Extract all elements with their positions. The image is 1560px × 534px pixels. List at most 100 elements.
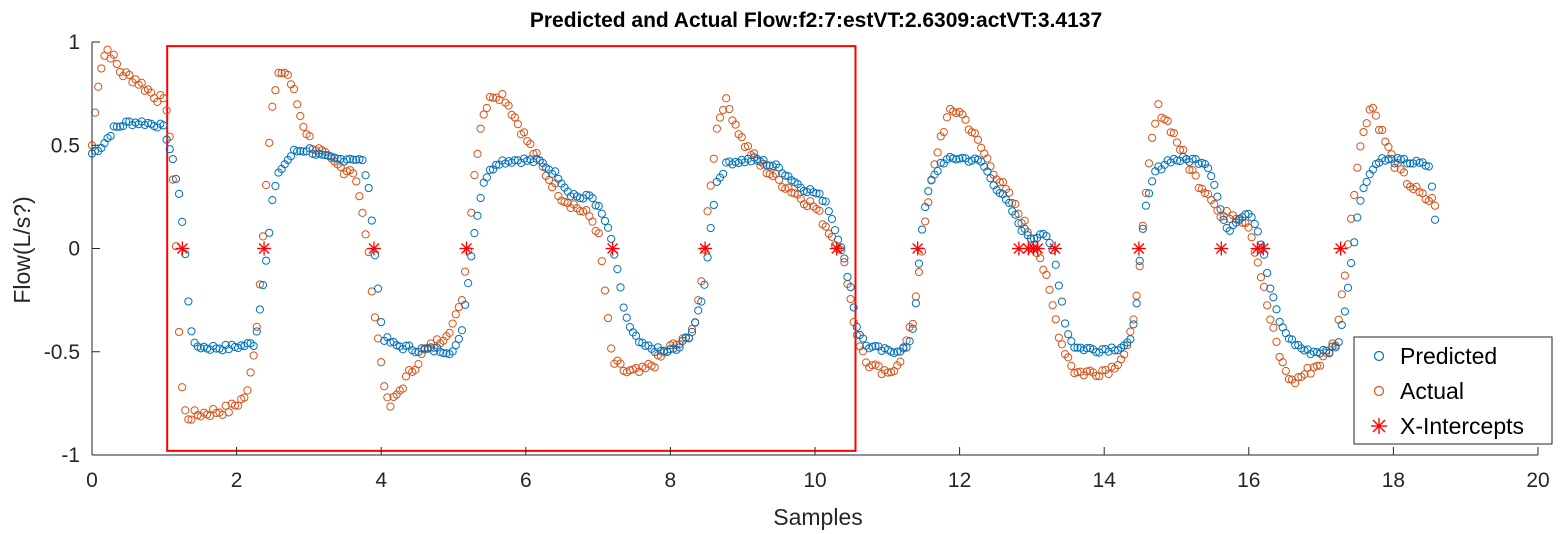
predicted-point [1172,156,1182,165]
predicted-point [308,149,317,158]
actual-point [1067,361,1076,370]
predicted-point [1051,260,1060,269]
actual-point [532,148,541,158]
predicted-point [824,207,833,216]
actual-point [1247,233,1256,242]
predicted-point [656,346,666,355]
predicted-point [485,165,495,174]
actual-point [377,358,386,367]
predicted-point [607,234,616,244]
actual-point [1104,369,1113,379]
actual-point [942,113,952,122]
actual-point [386,402,395,411]
actual-point [352,177,361,186]
predicted-point [1188,154,1197,163]
actual-point [380,382,389,391]
actual-point [1045,285,1054,294]
predicted-point [261,256,271,265]
actual-point [1176,145,1185,155]
predicted-point [1263,268,1272,278]
predicted-point [171,174,181,184]
predicted-point [551,167,560,176]
actual-point [401,372,411,381]
predicted-point [849,303,858,312]
predicted-point [1356,196,1365,205]
actual-point [650,363,659,372]
actual-point [1374,125,1384,135]
predicted-point [411,348,420,357]
predicted-point [345,154,355,163]
actual-point [1256,273,1266,282]
actual-point [737,133,746,142]
actual-point [94,82,103,91]
actual-point [1144,159,1154,168]
predicted-point [296,146,305,156]
predicted-point [1060,319,1070,328]
actual-point [815,206,824,215]
actual-point [1300,370,1309,379]
actual-point [1284,374,1294,384]
predicted-point [635,338,644,347]
predicted-point [781,171,790,180]
actual-point [1362,119,1371,128]
predicted-point [1272,305,1281,314]
predicted-point [815,189,824,198]
actual-point [174,327,184,337]
actual-point [1185,165,1194,174]
actual-point [277,69,286,78]
actual-point [504,101,513,110]
predicted-point [1029,234,1039,243]
actual-point [719,105,728,115]
ticks: 0 2 4 6 8 10 12 14 16 18 20 1 0.5 0 -0.5 -1 [44,31,1550,492]
predicted-point [840,254,849,263]
actual-point [930,160,939,169]
predicted-point [1064,330,1073,339]
actual-point [429,343,439,352]
chart-title: Predicted and Actual Flow:f2:7:estVT:2.6… [530,9,1102,32]
predicted-point [252,327,261,336]
predicted-point [917,225,927,234]
actual-point [908,319,917,329]
predicted-point [1247,213,1256,222]
actual-point [1244,223,1253,232]
actual-point [349,169,358,178]
legend-intercepts-label: X-Intercepts [1400,413,1524,439]
actual-point [1042,270,1051,279]
predicted-point [1291,340,1300,350]
predicted-point [439,349,448,358]
actual-point [1312,361,1322,371]
predicted-point [342,155,352,164]
actual-point [230,401,240,410]
predicted-point [174,189,184,198]
actual-point [1253,258,1262,267]
predicted-point [1269,293,1278,302]
actual-point [1368,103,1377,112]
predicted-point [1005,198,1014,208]
predicted-point [355,155,364,164]
actual-point [414,359,423,369]
predicted-point [417,344,426,353]
predicted-point [631,331,641,340]
predicted-point [1266,284,1275,293]
actual-point [358,208,367,217]
predicted-point [451,341,460,350]
actual-point [398,384,407,393]
y-tick-label: -1 [61,444,80,467]
predicted-point [165,145,174,154]
predicted-point [1353,213,1362,222]
actual-point [840,258,849,267]
predicted-point [293,147,302,156]
predicted-point [597,209,606,218]
predicted-point [271,181,280,191]
predicted-point [582,190,591,199]
predicted-point [955,154,964,163]
legend-intercepts-marker [1371,418,1387,434]
actual-point [370,313,380,322]
y-tick-label: 1 [68,31,80,54]
predicted-point [181,249,190,259]
actual-point [603,313,613,323]
actual-point [998,177,1008,187]
actual-point [243,386,252,395]
actual-point [1151,119,1160,128]
actual-point [1340,271,1349,280]
